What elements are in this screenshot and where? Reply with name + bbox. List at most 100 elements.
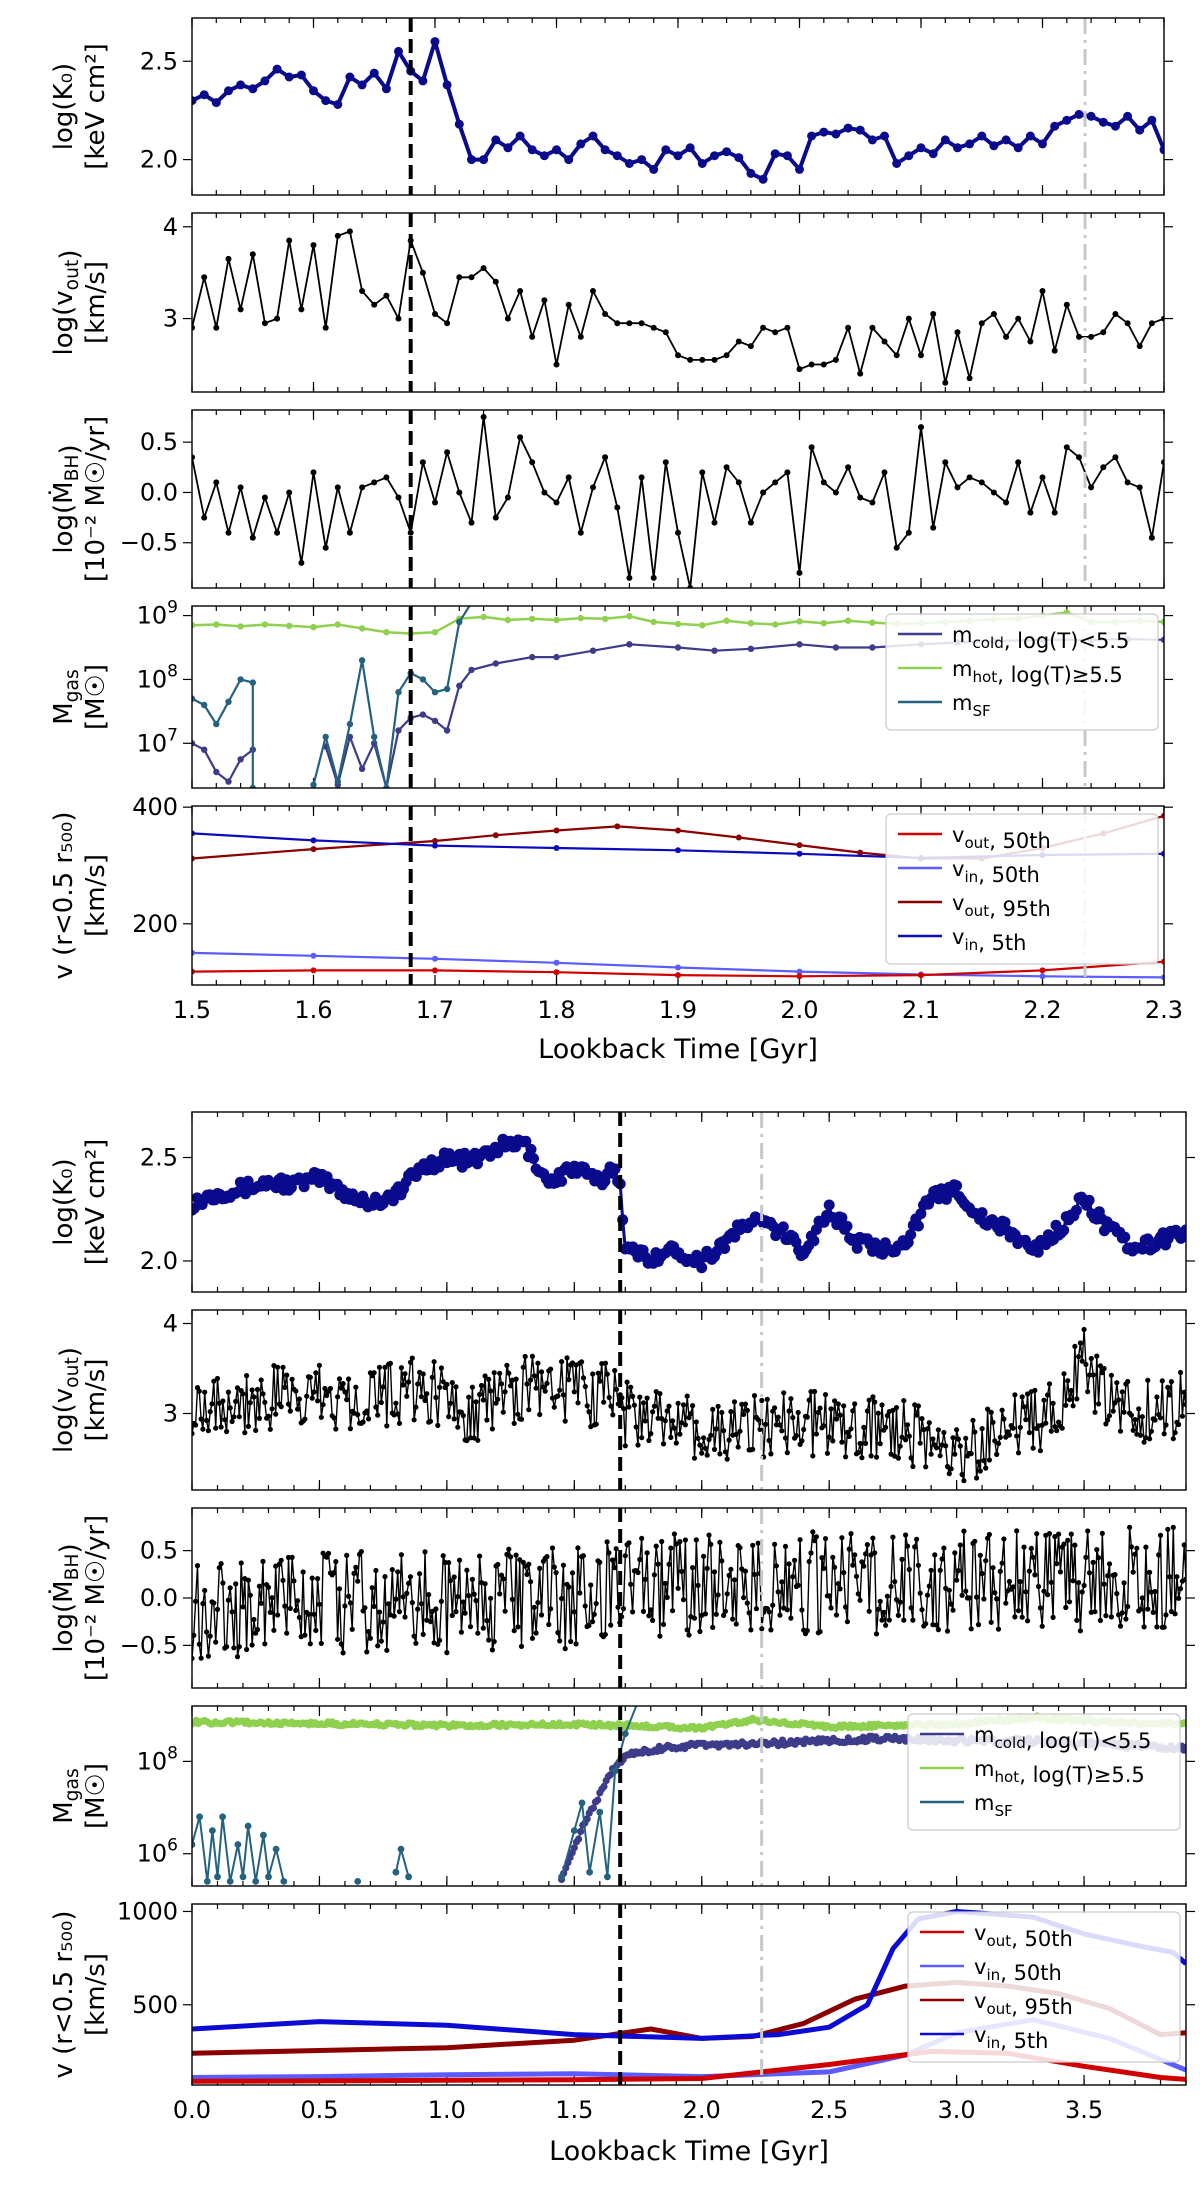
data-point	[904, 1543, 911, 1549]
data-point	[795, 1409, 801, 1416]
data-point	[1012, 1614, 1018, 1620]
data-point	[415, 1606, 421, 1612]
data-point	[600, 1782, 608, 1790]
data-point	[262, 1399, 268, 1405]
data-point	[549, 1545, 556, 1551]
data-point	[565, 301, 572, 308]
data-point	[566, 1377, 572, 1383]
data-point	[220, 1580, 226, 1586]
data-point	[1051, 347, 1058, 354]
data-point	[591, 1611, 597, 1617]
y-tick-label: 2.0	[140, 1247, 178, 1275]
legend-label: vout, 50th	[974, 1921, 1073, 1951]
data-point	[666, 1561, 672, 1567]
data-point	[606, 1550, 612, 1556]
data-point	[1119, 1389, 1125, 1395]
data-point	[722, 147, 732, 157]
data-point	[383, 474, 390, 481]
data-point	[651, 1572, 658, 1578]
data-point	[471, 1591, 477, 1597]
data-point	[613, 1386, 620, 1392]
data-point	[469, 1576, 475, 1582]
data-point	[539, 151, 549, 161]
data-point	[832, 356, 839, 363]
data-point	[1114, 1591, 1120, 1597]
data-point	[650, 574, 657, 581]
data-point	[812, 1388, 818, 1395]
data-point	[395, 1569, 401, 1575]
data-point	[906, 1433, 912, 1439]
data-point	[828, 1605, 834, 1611]
data-point	[742, 1401, 749, 1407]
data-point	[869, 619, 876, 626]
data-point	[371, 1603, 377, 1609]
data-point	[1117, 1623, 1124, 1629]
data-point	[313, 1627, 319, 1633]
data-point	[930, 524, 937, 531]
data-point	[560, 1562, 567, 1568]
data-point	[1070, 1204, 1082, 1216]
data-point	[515, 1411, 521, 1417]
data-point	[586, 1409, 592, 1415]
data-point	[192, 855, 195, 862]
data-point	[784, 469, 791, 476]
data-point	[1041, 1588, 1047, 1594]
data-point	[546, 1621, 552, 1628]
data-point	[577, 1827, 585, 1836]
y-label-line1: log(ṀBH)	[47, 1543, 85, 1652]
data-point	[857, 1597, 863, 1603]
data-point	[1015, 1608, 1022, 1614]
data-point	[594, 1796, 602, 1804]
data-point	[340, 1381, 346, 1387]
data-point	[453, 1609, 459, 1615]
series-log(v_out)	[192, 228, 1164, 386]
data-point	[724, 1456, 730, 1462]
data-point	[873, 1631, 880, 1637]
data-point	[638, 474, 645, 481]
data-point	[533, 1385, 539, 1391]
data-point	[239, 1873, 247, 1881]
data-point	[1163, 1612, 1169, 1618]
data-point	[260, 1391, 266, 1397]
data-point	[930, 311, 937, 317]
data-point	[602, 454, 609, 461]
data-point	[1070, 1578, 1076, 1584]
data-point	[380, 1384, 386, 1390]
data-point	[258, 1377, 264, 1383]
legend-label: mhot, log(T)≥5.5	[952, 657, 1123, 687]
data-point	[1099, 1530, 1105, 1536]
y-tick-label: 2.5	[140, 47, 178, 75]
legend: mcold, log(T)<5.5 mhot, log(T)≥5.5 mSF	[885, 613, 1159, 731]
data-point	[480, 1397, 486, 1403]
data-point	[660, 1621, 667, 1627]
data-point	[1163, 1422, 1169, 1428]
data-point	[382, 1574, 388, 1580]
data-point	[821, 1565, 827, 1571]
data-point	[468, 600, 474, 606]
data-point	[815, 1409, 821, 1415]
data-point	[1050, 1614, 1056, 1620]
data-point	[695, 1582, 701, 1588]
data-point	[438, 1365, 444, 1371]
data-point	[653, 1543, 659, 1549]
data-point	[624, 159, 634, 168]
data-point	[432, 842, 438, 849]
data-point	[1088, 333, 1095, 340]
data-point	[227, 1585, 233, 1591]
data-point	[364, 1408, 370, 1414]
data-point	[926, 1583, 932, 1589]
x-tick-label: 0.0	[173, 2096, 211, 2124]
data-point	[213, 479, 220, 486]
data-point	[296, 1614, 302, 1620]
data-point	[396, 1609, 403, 1615]
data-point	[934, 1445, 940, 1451]
data-point	[624, 1379, 630, 1385]
y-tick-label: 1000	[117, 1897, 178, 1925]
data-point	[525, 1143, 537, 1155]
data-point	[555, 1630, 561, 1636]
data-point	[626, 1404, 632, 1410]
data-point	[1165, 1526, 1171, 1532]
data-point	[192, 324, 195, 331]
data-point	[812, 1538, 818, 1544]
data-point	[905, 315, 912, 322]
